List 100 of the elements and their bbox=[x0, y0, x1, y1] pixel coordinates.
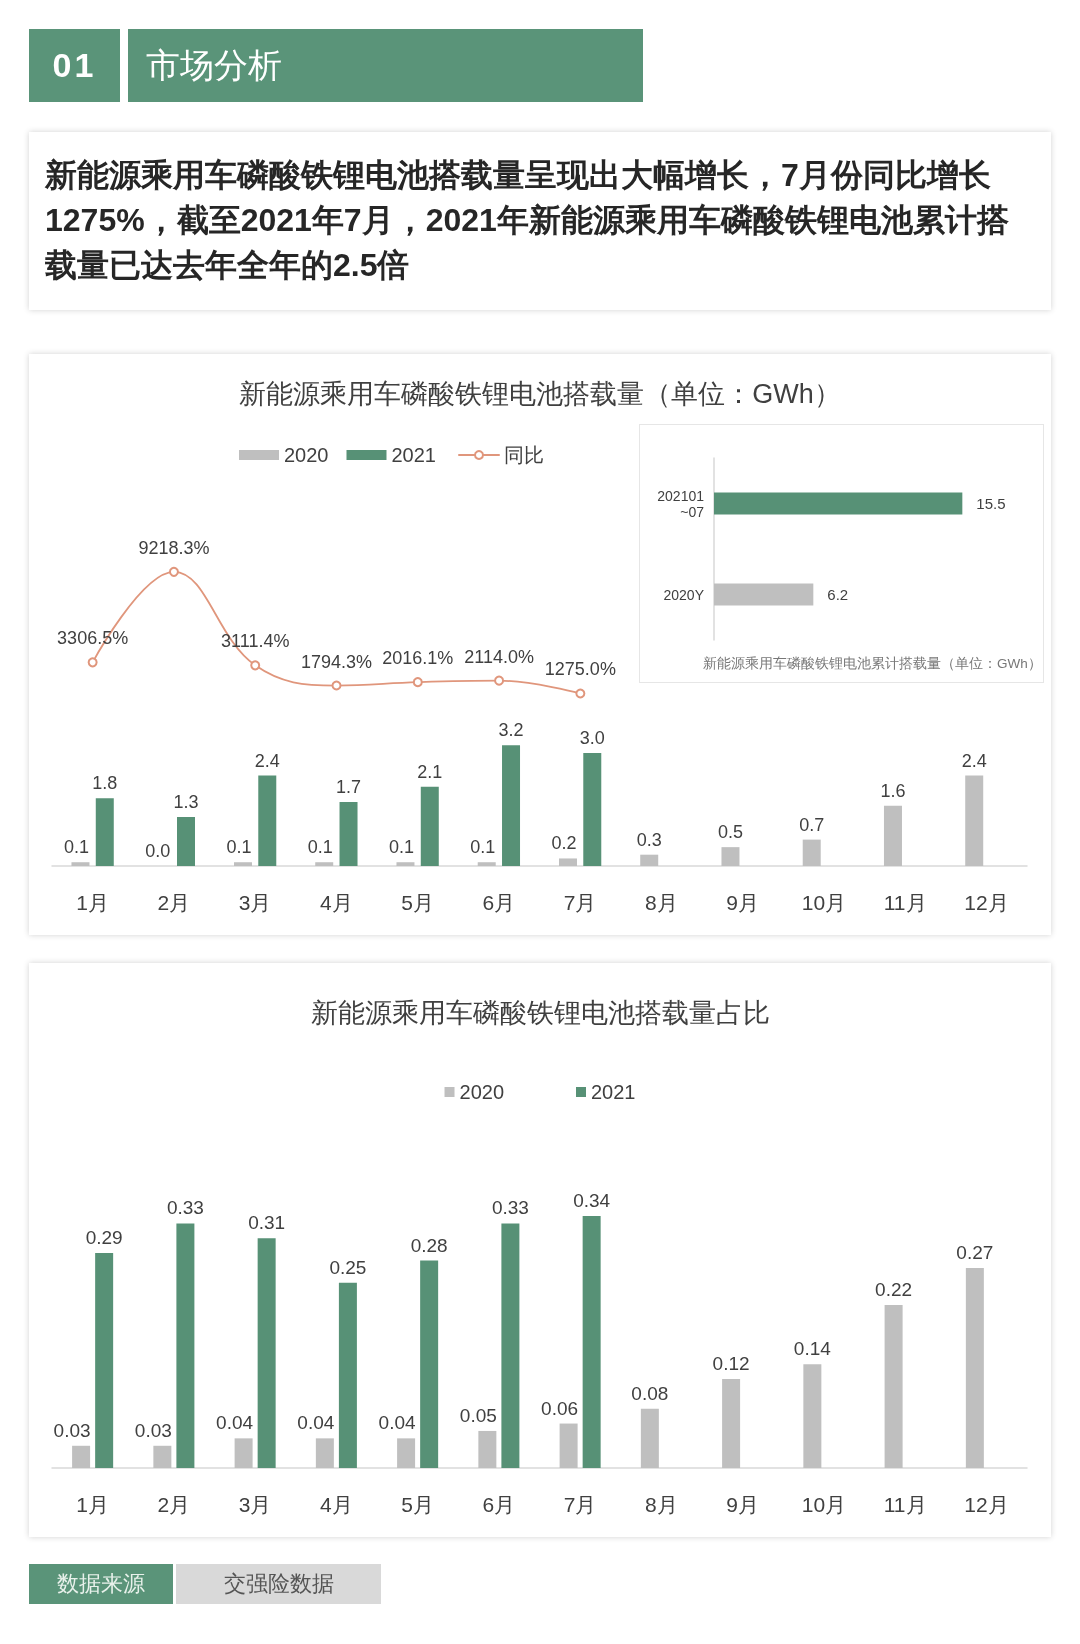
data-label: 3.2 bbox=[498, 720, 524, 741]
x-tick-label: 9月 bbox=[726, 891, 759, 914]
bar bbox=[397, 1438, 416, 1468]
x-tick-label: 11月 bbox=[883, 891, 927, 914]
bar bbox=[233, 862, 252, 866]
x-tick-label: 2月 bbox=[157, 1493, 191, 1516]
x-tick-label: 12月 bbox=[964, 891, 1009, 914]
data-label: 0.1 bbox=[388, 837, 414, 858]
data-label: 0.1 bbox=[63, 837, 89, 858]
point bbox=[331, 680, 342, 691]
bar bbox=[339, 801, 358, 866]
x-tick-label: 12月 bbox=[964, 1493, 1009, 1516]
data-label: 0.28 bbox=[410, 1234, 448, 1256]
x-tick-label: 8月 bbox=[645, 891, 678, 914]
x-tick-label: 10月 bbox=[801, 891, 847, 914]
bar bbox=[153, 1445, 172, 1468]
chart-title: 新能源乘用车磷酸铁锂电池搭载量占比 bbox=[310, 997, 770, 1028]
point bbox=[412, 677, 423, 688]
data-label: 1.3 bbox=[173, 791, 199, 812]
bar bbox=[177, 816, 196, 866]
bar bbox=[477, 862, 496, 866]
data-label: 2114.0% bbox=[464, 646, 534, 667]
x-tick-label: 5月 bbox=[401, 891, 434, 914]
data-label: 0.14 bbox=[793, 1338, 832, 1360]
data-label: 0.04 bbox=[216, 1412, 254, 1434]
x-tick-label: 2月 bbox=[157, 891, 191, 914]
bar bbox=[721, 847, 740, 866]
data-label: 0.33 bbox=[166, 1197, 204, 1219]
data-label: 0.7 bbox=[799, 814, 825, 835]
legend-label: 2021 bbox=[591, 1081, 636, 1103]
data-label: 0.22 bbox=[875, 1278, 913, 1300]
data-label: 0.1 bbox=[307, 837, 333, 858]
bar bbox=[582, 1216, 601, 1468]
data-label: 0.1 bbox=[470, 837, 496, 858]
data-label: 0.25 bbox=[329, 1256, 367, 1278]
bar bbox=[558, 858, 577, 866]
bar bbox=[95, 1253, 114, 1468]
point bbox=[250, 660, 261, 671]
bar bbox=[234, 1438, 253, 1468]
x-tick-label: 7月 bbox=[563, 891, 597, 914]
x-tick-label: 1月 bbox=[76, 891, 109, 914]
data-label: 0.12 bbox=[712, 1353, 750, 1375]
text: 01 bbox=[29, 29, 120, 102]
bar bbox=[502, 745, 521, 866]
data-label: 0.34 bbox=[573, 1190, 611, 1212]
bar bbox=[315, 862, 334, 866]
bar bbox=[559, 1423, 578, 1468]
bar bbox=[338, 1282, 357, 1468]
point bbox=[494, 675, 505, 686]
bar bbox=[420, 786, 439, 866]
data-label: 0.3 bbox=[636, 829, 662, 850]
bar bbox=[176, 1223, 195, 1468]
data-label: 0.2 bbox=[551, 833, 577, 854]
text: 数据来源 bbox=[29, 1564, 173, 1604]
data-label: 0.06 bbox=[541, 1397, 579, 1419]
x-tick-label: 10月 bbox=[801, 1493, 847, 1516]
x-tick-label: 7月 bbox=[563, 1493, 597, 1516]
data-label: 1275.0% bbox=[544, 659, 616, 680]
x-tick-label: 4月 bbox=[320, 891, 353, 914]
data-label: 0.5 bbox=[717, 822, 743, 843]
bar bbox=[501, 1223, 520, 1468]
text: 新能源乘用车磷酸铁锂电池搭载量呈现出大幅增长，7月份同比增长1275%，截至2021年7月，2021年新能源乘用车磷酸铁锂电池累计搭载量已达去年全年的2.5倍 bbox=[29, 132, 1051, 310]
data-label: 1.6 bbox=[880, 780, 906, 801]
data-label: 2.1 bbox=[417, 761, 443, 782]
legend-label: 2020 bbox=[284, 444, 329, 466]
data-label: 6.2 bbox=[827, 586, 849, 603]
bar bbox=[420, 1260, 439, 1468]
text: 新能源乘用车磷酸铁锂电池搭载量（单位：GWh） bbox=[238, 378, 842, 411]
bar bbox=[802, 839, 821, 866]
bar bbox=[722, 1379, 741, 1468]
data-label: 2016.1% bbox=[382, 648, 454, 669]
y-tick-label: 2020Y bbox=[663, 586, 705, 603]
data-label: 0.27 bbox=[956, 1241, 994, 1263]
bar bbox=[396, 862, 415, 866]
point bbox=[575, 688, 586, 699]
bar bbox=[315, 1438, 334, 1468]
data-label: 2.4 bbox=[961, 750, 987, 771]
text: 市场分析 bbox=[128, 29, 643, 102]
legend-label: 2021 bbox=[391, 444, 436, 466]
bar bbox=[965, 775, 984, 866]
x-tick-label: 9月 bbox=[726, 1493, 759, 1516]
x-tick-label: 3月 bbox=[238, 1493, 272, 1516]
data-label: 0.0 bbox=[145, 841, 171, 861]
data-label: 0.33 bbox=[491, 1197, 529, 1219]
x-tick-label: 6月 bbox=[482, 1493, 516, 1516]
data-label: 0.04 bbox=[378, 1412, 417, 1434]
text: 交强险数据 bbox=[176, 1564, 381, 1604]
data-label: 0.03 bbox=[53, 1419, 91, 1441]
bar bbox=[803, 1364, 822, 1468]
data-label: 1794.3% bbox=[300, 651, 373, 672]
data-label: 0.29 bbox=[85, 1227, 123, 1249]
bar bbox=[965, 1267, 984, 1468]
bar bbox=[884, 1304, 903, 1468]
data-label: 15.5 bbox=[976, 495, 1006, 512]
bar bbox=[478, 1430, 497, 1468]
bar bbox=[583, 752, 602, 866]
bar bbox=[72, 1445, 91, 1468]
data-label: 0.05 bbox=[459, 1404, 497, 1426]
data-label: 0.08 bbox=[631, 1382, 669, 1404]
bar bbox=[95, 798, 114, 866]
